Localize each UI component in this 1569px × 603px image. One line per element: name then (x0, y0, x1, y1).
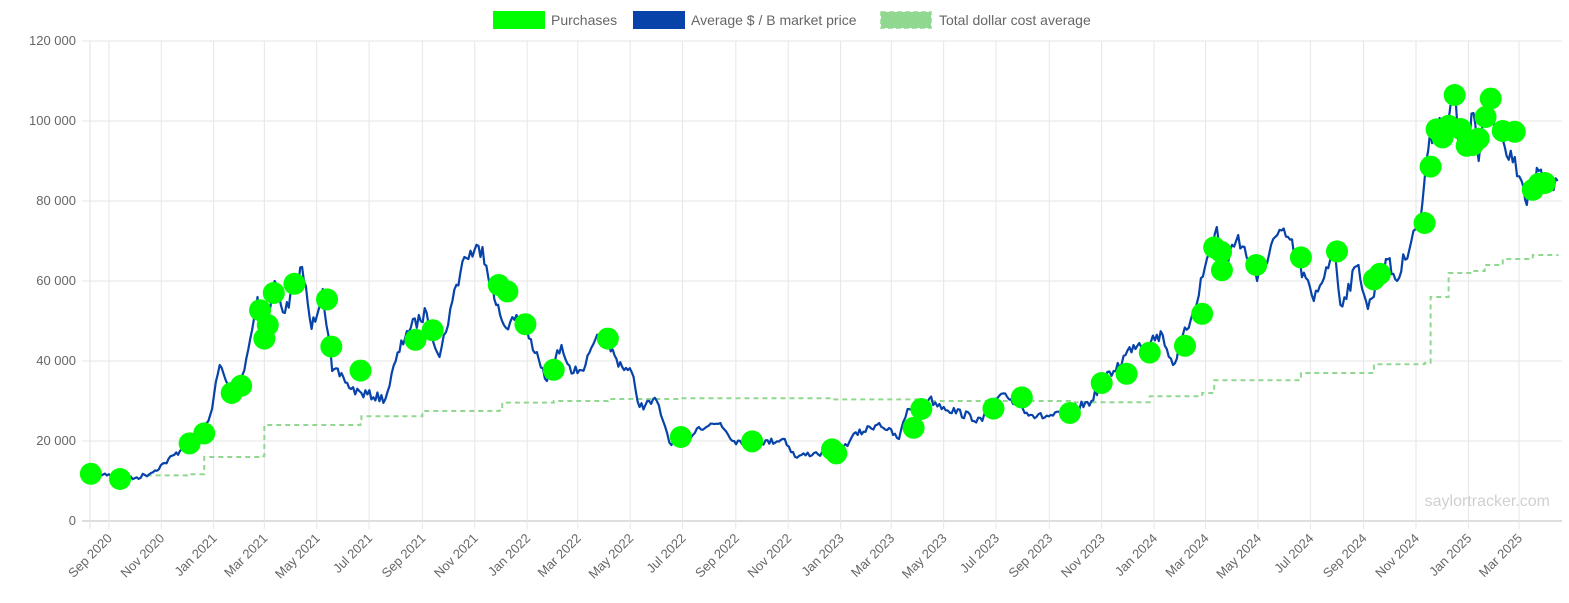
x-tick-label: Mar 2024 (1162, 531, 1211, 580)
x-tick-label: Nov 2020 (117, 531, 167, 581)
purchase-point (741, 430, 764, 453)
x-tick-label: Jul 2024 (1271, 531, 1316, 576)
purchase-point (514, 313, 537, 336)
y-tick-label: 40 000 (36, 353, 76, 368)
purchase-point (1503, 120, 1526, 143)
purchase-point (1138, 341, 1161, 364)
market-price-line (90, 91, 1559, 482)
purchase-point (421, 319, 444, 342)
x-tick-label: Jan 2024 (1112, 531, 1160, 579)
purchase-point (1191, 302, 1214, 325)
y-tick-label: 20 000 (36, 433, 76, 448)
x-tick-label: Jan 2021 (171, 531, 219, 579)
series-cost-average (146, 254, 1559, 477)
legend-item-market-price[interactable]: Average $ / B market price (633, 11, 857, 29)
x-tick-label: Sep 2021 (379, 531, 429, 581)
x-tick-label: Sep 2024 (1320, 531, 1370, 581)
cost-average-line (146, 254, 1559, 477)
purchase-point (1467, 127, 1490, 150)
y-tick-label: 80 000 (36, 193, 76, 208)
purchase-point (79, 462, 102, 485)
purchase-point (542, 358, 565, 381)
series-purchases (79, 84, 1556, 490)
purchase-point (1058, 402, 1081, 424)
x-tick-label: Nov 2023 (1058, 531, 1108, 581)
legend-swatch-market-price (633, 11, 685, 29)
purchase-point (1173, 334, 1196, 357)
y-tick-label: 60 000 (36, 273, 76, 288)
purchase-point (404, 328, 427, 351)
legend: Purchases Average $ / B market price Tot… (493, 11, 1091, 29)
x-tick-label: May 2024 (1213, 531, 1264, 582)
purchase-point (1010, 386, 1033, 409)
legend-item-cost-average[interactable]: Total dollar cost average (880, 11, 1091, 29)
purchase-point (1413, 212, 1436, 234)
purchase-point (1289, 246, 1312, 269)
x-tick-label: May 2022 (585, 531, 636, 582)
x-tick-label: Nov 2021 (431, 531, 481, 581)
x-tick-label: Mar 2021 (221, 531, 270, 580)
purchase-point (1210, 240, 1233, 263)
x-tick-label: Mar 2022 (534, 531, 583, 580)
x-tick-label: Nov 2022 (744, 531, 794, 581)
x-tick-label: Jan 2022 (485, 531, 533, 579)
purchase-point (193, 422, 216, 445)
purchase-point (109, 468, 132, 490)
purchase-point (283, 272, 306, 295)
legend-label-cost-average: Total dollar cost average (939, 12, 1091, 28)
legend-swatch-purchases (493, 11, 545, 29)
legend-swatch-cost-average (880, 11, 932, 29)
purchase-point (230, 374, 253, 397)
y-axis-ticks: 0 20 000 40 000 60 000 80 000 100 000 120 000 (29, 33, 76, 528)
x-tick-label: Jan 2025 (1426, 531, 1474, 579)
y-tick-label: 0 (69, 513, 76, 528)
purchase-point (1449, 118, 1472, 140)
purchase-point (902, 416, 925, 439)
purchase-point (825, 442, 848, 465)
x-tick-label: Sep 2023 (1005, 531, 1055, 581)
purchase-point (1368, 262, 1391, 285)
x-tick-label: May 2023 (899, 531, 950, 582)
purchase-point (1325, 240, 1348, 263)
x-tick-label: Sep 2020 (65, 531, 115, 581)
purchase-point (1210, 259, 1233, 282)
purchase-point (1474, 106, 1497, 128)
purchase-point (1533, 172, 1556, 194)
purchase-point (349, 359, 372, 382)
purchase-point (596, 327, 619, 350)
purchase-point (982, 397, 1005, 420)
x-tick-label: Nov 2024 (1372, 531, 1422, 581)
purchase-point (496, 280, 519, 303)
purchase-point (320, 335, 343, 358)
x-tick-label: Mar 2025 (1476, 531, 1525, 580)
purchase-point (1419, 155, 1442, 178)
purchase-point (669, 426, 692, 448)
legend-label-purchases: Purchases (551, 12, 617, 28)
purchase-point (1443, 84, 1466, 106)
x-tick-label: Jan 2023 (798, 531, 846, 579)
y-tick-label: 100 000 (29, 113, 76, 128)
purchase-point (1090, 372, 1113, 394)
legend-item-purchases[interactable]: Purchases (493, 11, 617, 29)
x-tick-label: Mar 2023 (848, 531, 897, 580)
series-market-price (90, 91, 1559, 482)
legend-label-market-price: Average $ / B market price (691, 12, 857, 28)
x-tick-label: Sep 2022 (692, 531, 742, 581)
x-tick-label: Jul 2022 (643, 531, 688, 576)
watermark-text: saylortracker.com (1425, 493, 1550, 510)
x-axis-ticks: Sep 2020 Nov 2020 Jan 2021 Mar 2021 May 2021… (65, 531, 1525, 582)
x-tick-label: Jul 2021 (330, 531, 375, 576)
purchase-point (316, 288, 339, 311)
purchase-point (1479, 87, 1502, 110)
purchase-point (910, 398, 933, 420)
purchase-point (256, 314, 279, 336)
purchase-point (262, 282, 285, 304)
purchase-point (1115, 362, 1138, 385)
x-tick-label: May 2021 (272, 531, 323, 582)
y-tick-label: 120 000 (29, 33, 76, 48)
purchase-point (1245, 254, 1268, 276)
x-tick-label: Jul 2023 (957, 531, 1002, 576)
